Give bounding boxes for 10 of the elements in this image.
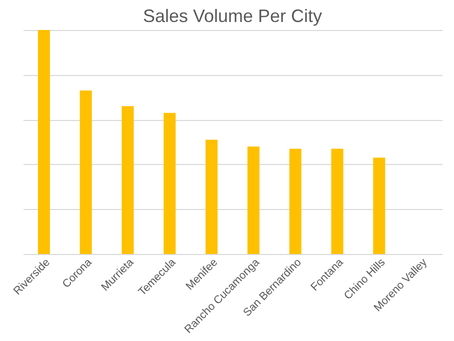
bar xyxy=(164,112,176,254)
bar xyxy=(331,148,344,254)
bar xyxy=(80,90,92,254)
bar xyxy=(289,148,302,254)
bar xyxy=(206,140,218,254)
bar xyxy=(247,146,260,254)
bar xyxy=(38,30,50,254)
chart-title: Sales Volume Per City xyxy=(142,6,322,26)
bar xyxy=(373,158,386,254)
bar xyxy=(122,106,134,254)
